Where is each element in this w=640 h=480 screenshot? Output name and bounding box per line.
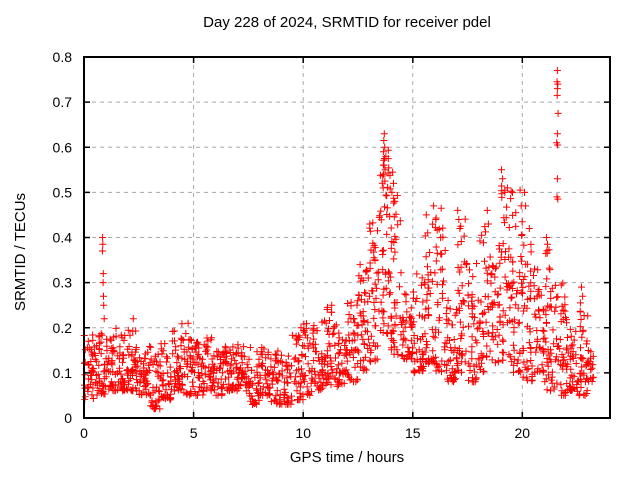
x-tick-label: 0 [80, 425, 88, 441]
x-tick-label: 15 [405, 425, 421, 441]
y-tick-label: 0.6 [53, 139, 73, 155]
x-tick-label: 10 [295, 425, 311, 441]
y-tick-label: 0 [64, 410, 72, 426]
x-tick-label: 5 [190, 425, 198, 441]
data-point-markers [80, 67, 597, 413]
y-tick-label: 0.1 [53, 365, 73, 381]
tick-label-layer: 0 5 10 15 20 0 0.1 0.2 0.3 0.4 0.5 0.6 0.7 0.8 [53, 49, 531, 441]
x-axis-title: GPS time / hours [289, 449, 405, 466]
x-tick-label: 20 [515, 425, 531, 441]
y-axis-title-text: SRMTID / TECUs [12, 192, 29, 312]
grid-layer [84, 57, 610, 418]
gridlines [84, 57, 610, 418]
axis-tick-marks [83, 56, 610, 419]
y-tick-label: 0.3 [53, 275, 73, 291]
y-tick-label: 0.4 [53, 230, 73, 246]
y-tick-label: 0.8 [53, 49, 73, 65]
scatter-points-layer [80, 67, 597, 413]
y-tick-label: 0.2 [53, 320, 73, 336]
chart-title: Day 228 of 2024, SRMTID for receiver pde… [203, 14, 491, 31]
y-tick-label: 0.7 [53, 94, 73, 110]
axes-frame-layer [83, 56, 611, 419]
y-tick-label: 0.5 [53, 184, 73, 200]
